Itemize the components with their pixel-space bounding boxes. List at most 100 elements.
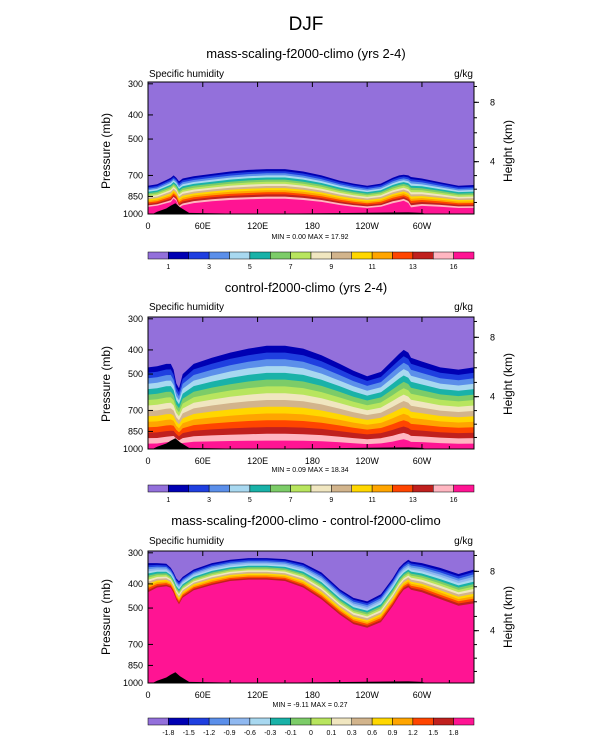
units-label: g/kg <box>454 536 473 547</box>
colorbar: 1 3 5 7 9 11 13 16 <box>147 484 475 504</box>
variable-label: Specific humidity <box>149 302 224 313</box>
colorbar-label: 5 <box>248 264 252 271</box>
topography <box>152 203 427 214</box>
colorbar-label: 3 <box>207 497 211 504</box>
colorbar-label: 7 <box>289 264 293 271</box>
colorbar-label: 7 <box>289 497 293 504</box>
contour-band <box>148 439 474 449</box>
x-tick-label: 60W <box>413 690 432 700</box>
panel-1: mass-scaling-f2000-climo (yrs 2-4) Speci… <box>99 46 515 271</box>
y-tick-label: 400 <box>128 345 143 355</box>
colorbar-label: 0.6 <box>367 730 377 737</box>
panel-title: mass-scaling-f2000-climo (yrs 2-4) <box>206 46 405 61</box>
colorbar-swatch <box>392 484 414 493</box>
colorbar: 1 3 5 7 9 11 13 16 <box>147 251 475 271</box>
colorbar-swatch <box>229 484 251 493</box>
colorbar-label: -0.1 <box>285 730 297 737</box>
x-tick-label: 180 <box>305 221 320 231</box>
colorbar-label: 0.1 <box>327 730 337 737</box>
colorbar-label: -0.3 <box>264 730 276 737</box>
colorbar-swatch <box>453 717 475 726</box>
colorbar-swatch <box>290 251 312 260</box>
colorbar-swatch <box>249 717 271 726</box>
x-tick-label: 60E <box>195 456 211 466</box>
plot-frame <box>147 81 475 215</box>
right-tick-label: 8 <box>490 566 495 576</box>
colorbar-swatch <box>168 717 189 726</box>
y-tick-label: 300 <box>128 314 143 324</box>
colorbar-label: -0.6 <box>244 730 256 737</box>
colorbar-swatch <box>310 717 332 726</box>
colorbar-swatch <box>188 484 210 493</box>
y-tick-label: 500 <box>128 134 143 144</box>
y-tick-label: 300 <box>128 79 143 89</box>
y-tick-label: 850 <box>128 426 143 436</box>
colorbar-swatch <box>249 251 271 260</box>
colorbar-label: 5 <box>248 497 252 504</box>
y-tick-label: 700 <box>128 639 143 649</box>
colorbar-swatch <box>371 251 393 260</box>
colorbar-swatch <box>310 251 332 260</box>
colorbar-swatch <box>433 717 454 726</box>
min-max-stats: MIN = -9.11 MAX = 0.27 <box>273 702 348 709</box>
x-tick-label: 60E <box>195 690 211 700</box>
x-tick-label: 120W <box>355 456 379 466</box>
colorbar-label: 16 <box>450 264 458 271</box>
panel-2: control-f2000-climo (yrs 2-4) Specific h… <box>99 280 515 504</box>
colorbar-label: -0.9 <box>223 730 235 737</box>
colorbar-label: 13 <box>409 497 417 504</box>
panel-title: control-f2000-climo (yrs 2-4) <box>225 280 388 295</box>
colorbar-label: 3 <box>207 264 211 271</box>
colorbar-swatch <box>270 251 291 260</box>
units-label: g/kg <box>454 302 473 313</box>
colorbar-swatch <box>371 717 393 726</box>
colorbar-swatch <box>310 484 332 493</box>
colorbar-label: 9 <box>329 264 333 271</box>
colorbar-label: 9 <box>329 497 333 504</box>
plot-frame <box>147 316 475 450</box>
y-tick-label: 400 <box>128 110 143 120</box>
colorbar-swatch <box>147 251 169 260</box>
min-max-stats: MIN = 0.00 MAX = 17.92 <box>271 234 348 241</box>
colorbar-swatch <box>229 717 251 726</box>
y-axis-label: Pressure (mb) <box>99 346 113 422</box>
y-tick-label: 700 <box>128 170 143 180</box>
variable-label: Specific humidity <box>149 536 224 547</box>
colorbar-swatch <box>188 251 210 260</box>
colorbar-swatch <box>351 251 373 260</box>
colorbar-swatch <box>331 484 352 493</box>
y-axis-label: Pressure (mb) <box>99 579 113 655</box>
colorbar-swatch <box>168 251 189 260</box>
colorbar-swatch <box>208 484 230 493</box>
colorbar-swatch <box>290 717 312 726</box>
colorbar-swatch <box>392 251 414 260</box>
figure-title: DJF <box>289 14 324 35</box>
right-axis-label: Height (km) <box>501 120 515 182</box>
colorbar-label: -1.5 <box>183 730 195 737</box>
plot-area: 0 60E 120E 180 120W 60W 300 400 500 700 850 1000 4 8 <box>123 548 495 700</box>
contour-band <box>148 198 474 214</box>
colorbar-label: 1.8 <box>449 730 459 737</box>
panel-3: mass-scaling-f2000-climo - control-f2000… <box>99 513 515 737</box>
y-tick-label: 1000 <box>123 209 143 219</box>
y-tick-label: 700 <box>128 405 143 415</box>
right-tick-label: 4 <box>490 157 495 167</box>
colorbar-swatch <box>290 484 312 493</box>
plot-area: 0 60E 120E 180 120W 60W 300 400 500 700 850 1000 4 8 <box>123 314 495 466</box>
units-label: g/kg <box>454 69 473 80</box>
colorbar-label: 1 <box>166 497 170 504</box>
colorbar-swatch <box>351 717 373 726</box>
topography <box>152 672 427 683</box>
colorbar-label: 1 <box>166 264 170 271</box>
right-tick-label: 4 <box>490 626 495 636</box>
colorbar-swatch <box>392 717 414 726</box>
colorbar-label: -1.8 <box>162 730 174 737</box>
y-tick-label: 300 <box>128 548 143 558</box>
colorbar-swatch <box>371 484 393 493</box>
right-tick-label: 4 <box>490 392 495 402</box>
colorbar-swatch <box>147 717 169 726</box>
x-tick-label: 120E <box>247 456 268 466</box>
colorbar-swatch <box>270 484 291 493</box>
colorbar-swatch <box>412 484 434 493</box>
x-tick-label: 180 <box>305 456 320 466</box>
